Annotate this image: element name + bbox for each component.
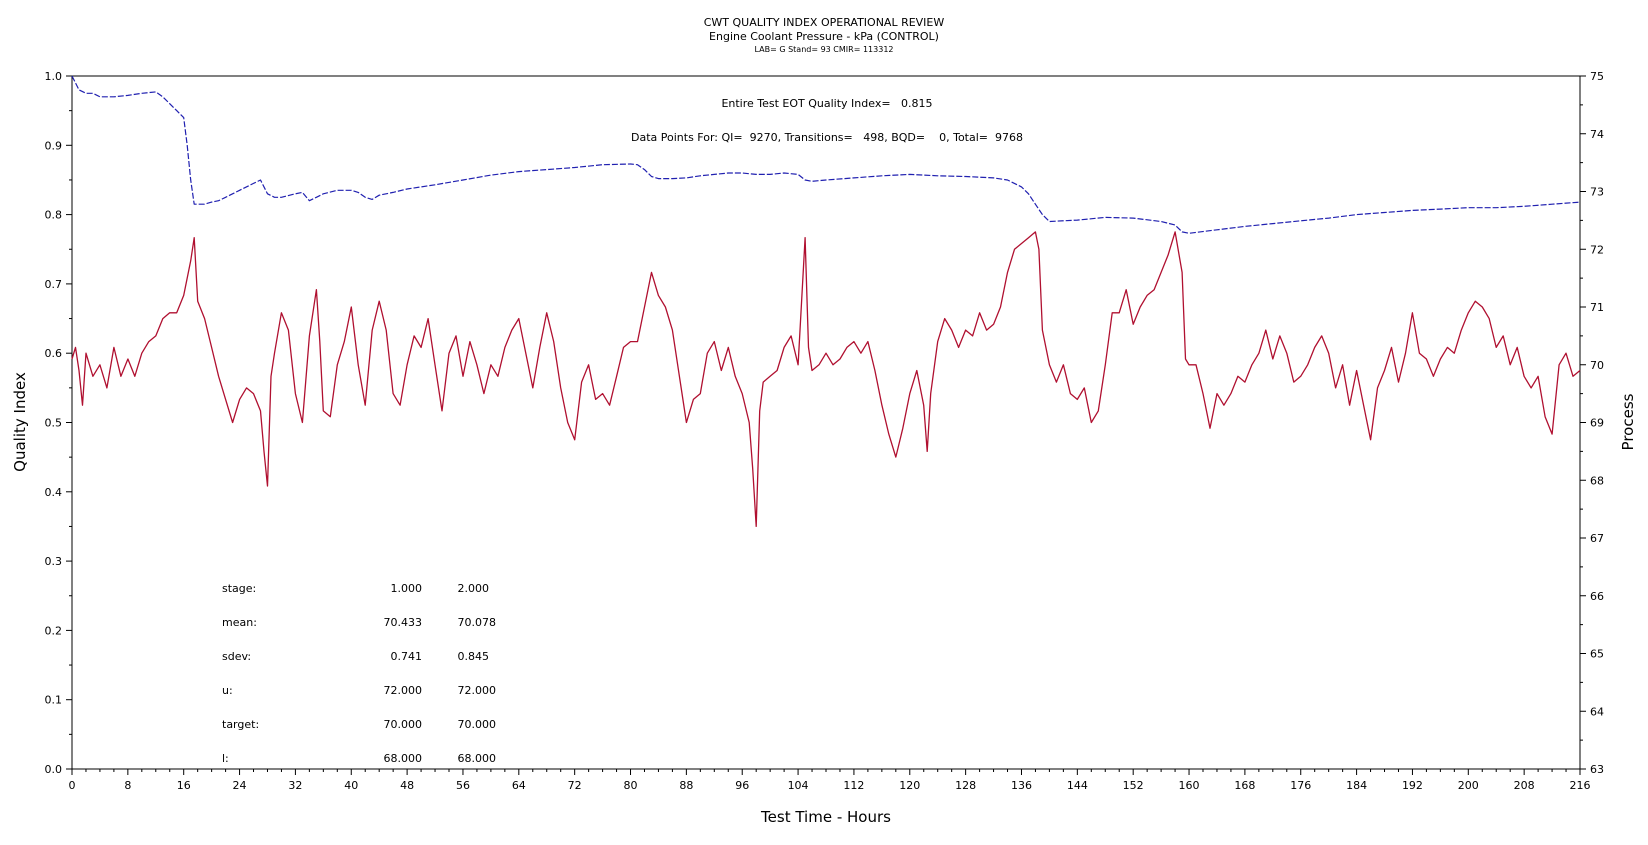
y-axis-label: Quality Index <box>11 372 29 472</box>
stats-label: l: <box>222 752 229 765</box>
stats-label: u: <box>222 684 233 697</box>
stats-value-2: 72.000 <box>458 684 497 697</box>
quality-index-series-line <box>71 75 1581 234</box>
x-tick-label: 208 <box>1514 779 1535 792</box>
y-tick-label: 0.1 <box>45 694 63 707</box>
series-group <box>71 75 1581 528</box>
x-tick-label: 16 <box>177 779 191 792</box>
stats-label: stage: <box>222 582 256 595</box>
x-tick-label: 64 <box>512 779 526 792</box>
y-tick-label: 1.0 <box>45 70 63 83</box>
stats-value-2: 68.000 <box>458 752 497 765</box>
y-tick-label: 0.7 <box>45 278 63 291</box>
y-tick-label: 0.6 <box>45 347 63 360</box>
y-tick-label: 0.4 <box>45 486 63 499</box>
x-tick-label: 128 <box>955 779 976 792</box>
x-tick-label: 24 <box>233 779 247 792</box>
eot-quality-index-text: Entire Test EOT Quality Index= 0.815 <box>721 97 932 110</box>
x-tick-label: 160 <box>1179 779 1200 792</box>
stats-label: target: <box>222 718 259 731</box>
stats-value-1: 68.000 <box>384 752 423 765</box>
x-tick-label: 40 <box>344 779 358 792</box>
y2-tick-label: 68 <box>1590 474 1604 487</box>
x-axis: 0 8 16 24 32 40 48 56 64 72 80 88 96 104 112 120 128 136 1… <box>69 769 1591 792</box>
y-axis-left: 0.0 0.1 0.2 0.3 0.4 0.5 0.6 0.7 0.8 0.9 1.0 <box>45 70 72 776</box>
y2-tick-label: 71 <box>1590 301 1604 314</box>
x-tick-label: 176 <box>1290 779 1311 792</box>
x-tick-label: 104 <box>788 779 809 792</box>
stats-value-2: 2.000 <box>458 582 490 595</box>
stats-row-stage: stage: 1.000 2.000 <box>222 582 489 595</box>
x-tick-label: 136 <box>1011 779 1032 792</box>
y2-tick-label: 66 <box>1590 590 1604 603</box>
stats-row-u: u: 72.000 72.000 <box>222 684 496 697</box>
y2-axis-label: Process <box>1619 393 1637 450</box>
x-tick-label: 120 <box>899 779 920 792</box>
x-tick-label: 112 <box>843 779 864 792</box>
stats-value-1: 70.000 <box>384 718 423 731</box>
y-axis-right: 63 64 65 66 67 68 69 70 71 72 73 74 75 <box>1580 70 1604 776</box>
x-tick-label: 96 <box>735 779 749 792</box>
x-tick-label: 88 <box>679 779 693 792</box>
y2-tick-label: 69 <box>1590 417 1604 430</box>
stats-value-2: 70.000 <box>458 718 497 731</box>
stats-label: mean: <box>222 616 257 629</box>
stats-label: sdev: <box>222 650 251 663</box>
x-tick-label: 168 <box>1234 779 1255 792</box>
x-tick-label: 184 <box>1346 779 1367 792</box>
y2-tick-label: 74 <box>1590 128 1604 141</box>
x-tick-label: 0 <box>69 779 76 792</box>
stats-value-1: 0.741 <box>391 650 423 663</box>
y-tick-label: 0.2 <box>45 624 63 637</box>
stats-value-1: 1.000 <box>391 582 423 595</box>
x-tick-label: 200 <box>1458 779 1479 792</box>
y2-tick-label: 73 <box>1590 186 1604 199</box>
process-series-line <box>71 231 1581 528</box>
y2-tick-label: 65 <box>1590 648 1604 661</box>
chart-subtitle: Engine Coolant Pressure - kPa (CONTROL) <box>709 30 939 43</box>
x-tick-label: 80 <box>624 779 638 792</box>
stats-table: stage: 1.000 2.000 mean: 70.433 70.078 s… <box>222 582 496 765</box>
x-tick-label: 8 <box>124 779 131 792</box>
stats-value-2: 70.078 <box>458 616 497 629</box>
stats-value-1: 70.433 <box>384 616 423 629</box>
stats-value-2: 0.845 <box>458 650 490 663</box>
x-tick-label: 152 <box>1123 779 1144 792</box>
x-tick-label: 56 <box>456 779 470 792</box>
y2-tick-label: 64 <box>1590 705 1604 718</box>
y2-tick-label: 63 <box>1590 763 1604 776</box>
data-points-text: Data Points For: QI= 9270, Transitions= … <box>631 131 1023 144</box>
x-tick-label: 192 <box>1402 779 1423 792</box>
stats-row-target: target: 70.000 70.000 <box>222 718 496 731</box>
x-tick-label: 144 <box>1067 779 1088 792</box>
x-tick-label: 48 <box>400 779 414 792</box>
y-tick-label: 0.9 <box>45 139 63 152</box>
chart-subtitle-ids: LAB= G Stand= 93 CMIR= 113312 <box>754 45 893 54</box>
stats-row-l: l: 68.000 68.000 <box>222 752 496 765</box>
y-tick-label: 0.3 <box>45 555 63 568</box>
y2-tick-label: 70 <box>1590 359 1604 372</box>
chart-title: CWT QUALITY INDEX OPERATIONAL REVIEW <box>704 16 945 29</box>
stats-value-1: 72.000 <box>384 684 423 697</box>
x-tick-label: 216 <box>1570 779 1591 792</box>
x-axis-label: Test Time - Hours <box>760 808 891 826</box>
y-tick-label: 0.8 <box>45 209 63 222</box>
y2-tick-label: 67 <box>1590 532 1604 545</box>
y2-tick-label: 75 <box>1590 70 1604 83</box>
y-tick-label: 0.0 <box>45 763 63 776</box>
y-tick-label: 0.5 <box>45 417 63 430</box>
x-tick-label: 32 <box>288 779 302 792</box>
stats-row-mean: mean: 70.433 70.078 <box>222 616 496 629</box>
x-tick-label: 72 <box>568 779 582 792</box>
y2-tick-label: 72 <box>1590 243 1604 256</box>
stats-row-sdev: sdev: 0.741 0.845 <box>222 650 489 663</box>
